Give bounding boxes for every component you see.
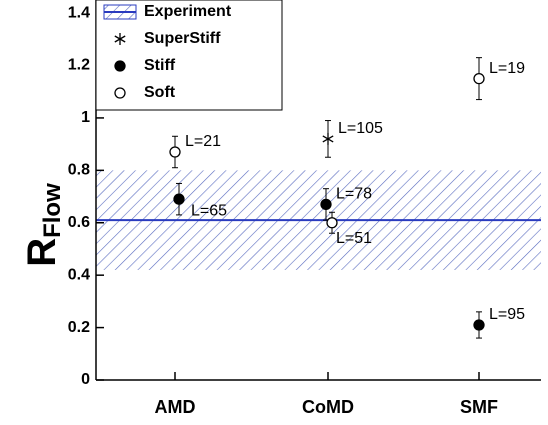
y-tick-label: 0.8: [68, 162, 90, 179]
point-label: L=65: [191, 202, 227, 219]
legend-label: Stiff: [144, 57, 176, 74]
data-point: [169, 146, 181, 158]
star-stroke: [322, 135, 334, 143]
data-point: [114, 87, 126, 99]
point-label: L=78: [336, 186, 372, 203]
point-label: L=51: [336, 230, 372, 247]
x-tick-label: CoMD: [302, 397, 354, 417]
y-tick-label: 0: [81, 371, 90, 388]
data-point: [473, 72, 485, 85]
legend-label: Experiment: [144, 3, 232, 20]
legend-label: SuperStiff: [144, 30, 221, 47]
y-tick-label: 1.4: [68, 4, 90, 21]
x-tick-label: SMF: [460, 397, 498, 417]
y-tick-label: 0.4: [68, 266, 90, 283]
y-tick-label: 1: [81, 109, 90, 126]
y-tick-label: 0.2: [68, 319, 90, 336]
y-label-sub: Flow: [39, 183, 66, 238]
legend-label: Soft: [144, 84, 176, 101]
data-point: [114, 33, 126, 45]
data-point: [473, 319, 485, 331]
y-axis-label: RFlow: [20, 183, 67, 267]
y-label-main: R: [20, 238, 64, 267]
data-point: [320, 198, 332, 211]
point-label: L=21: [185, 133, 221, 150]
data-point: [173, 193, 185, 205]
y-tick-label: 0.6: [68, 214, 90, 231]
data-point: [114, 60, 126, 72]
point-label: L=95: [489, 306, 525, 323]
data-point: [326, 217, 338, 229]
star-stroke: [114, 35, 126, 43]
plot-area: 0 0.2 0.4 0.6 0.8 1 1.2 1.4 AMD CoMD SMF L=105 L=65 L…: [68, 0, 541, 417]
point-label: L=19: [489, 60, 525, 77]
data-point: [322, 132, 334, 145]
x-tick-label: AMD: [155, 397, 196, 417]
point-label: L=105: [338, 120, 383, 137]
legend: Experiment SuperStiff Stiff Soft: [95, 0, 283, 111]
y-tick-label: 1.2: [68, 57, 90, 74]
